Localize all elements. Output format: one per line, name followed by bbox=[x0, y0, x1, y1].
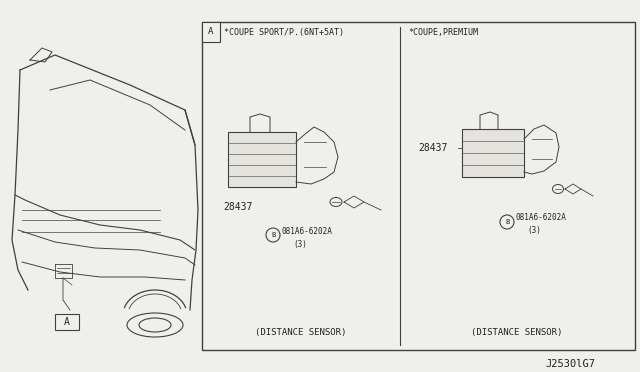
Text: *COUPE,PREMIUM: *COUPE,PREMIUM bbox=[408, 28, 478, 36]
Text: A: A bbox=[64, 317, 70, 327]
Text: B: B bbox=[271, 232, 275, 238]
Text: (3): (3) bbox=[527, 227, 541, 235]
Text: (3): (3) bbox=[293, 240, 307, 248]
Text: 081A6-6202A: 081A6-6202A bbox=[515, 214, 566, 222]
Bar bbox=[202, 22, 635, 350]
Text: 081A6-6202A: 081A6-6202A bbox=[281, 227, 332, 235]
Bar bbox=[462, 129, 524, 177]
Text: A: A bbox=[208, 28, 214, 36]
Text: 28437: 28437 bbox=[223, 202, 252, 212]
Bar bbox=[202, 22, 220, 42]
Text: *COUPE SPORT/P.(6NT+5AT): *COUPE SPORT/P.(6NT+5AT) bbox=[224, 28, 344, 36]
Bar bbox=[55, 314, 79, 330]
Text: 28437: 28437 bbox=[418, 143, 447, 153]
Text: B: B bbox=[505, 219, 509, 225]
Bar bbox=[228, 132, 296, 187]
Text: (DISTANCE SENSOR): (DISTANCE SENSOR) bbox=[255, 327, 347, 337]
Text: (DISTANCE SENSOR): (DISTANCE SENSOR) bbox=[471, 327, 563, 337]
Text: J2530lG7: J2530lG7 bbox=[545, 359, 595, 369]
